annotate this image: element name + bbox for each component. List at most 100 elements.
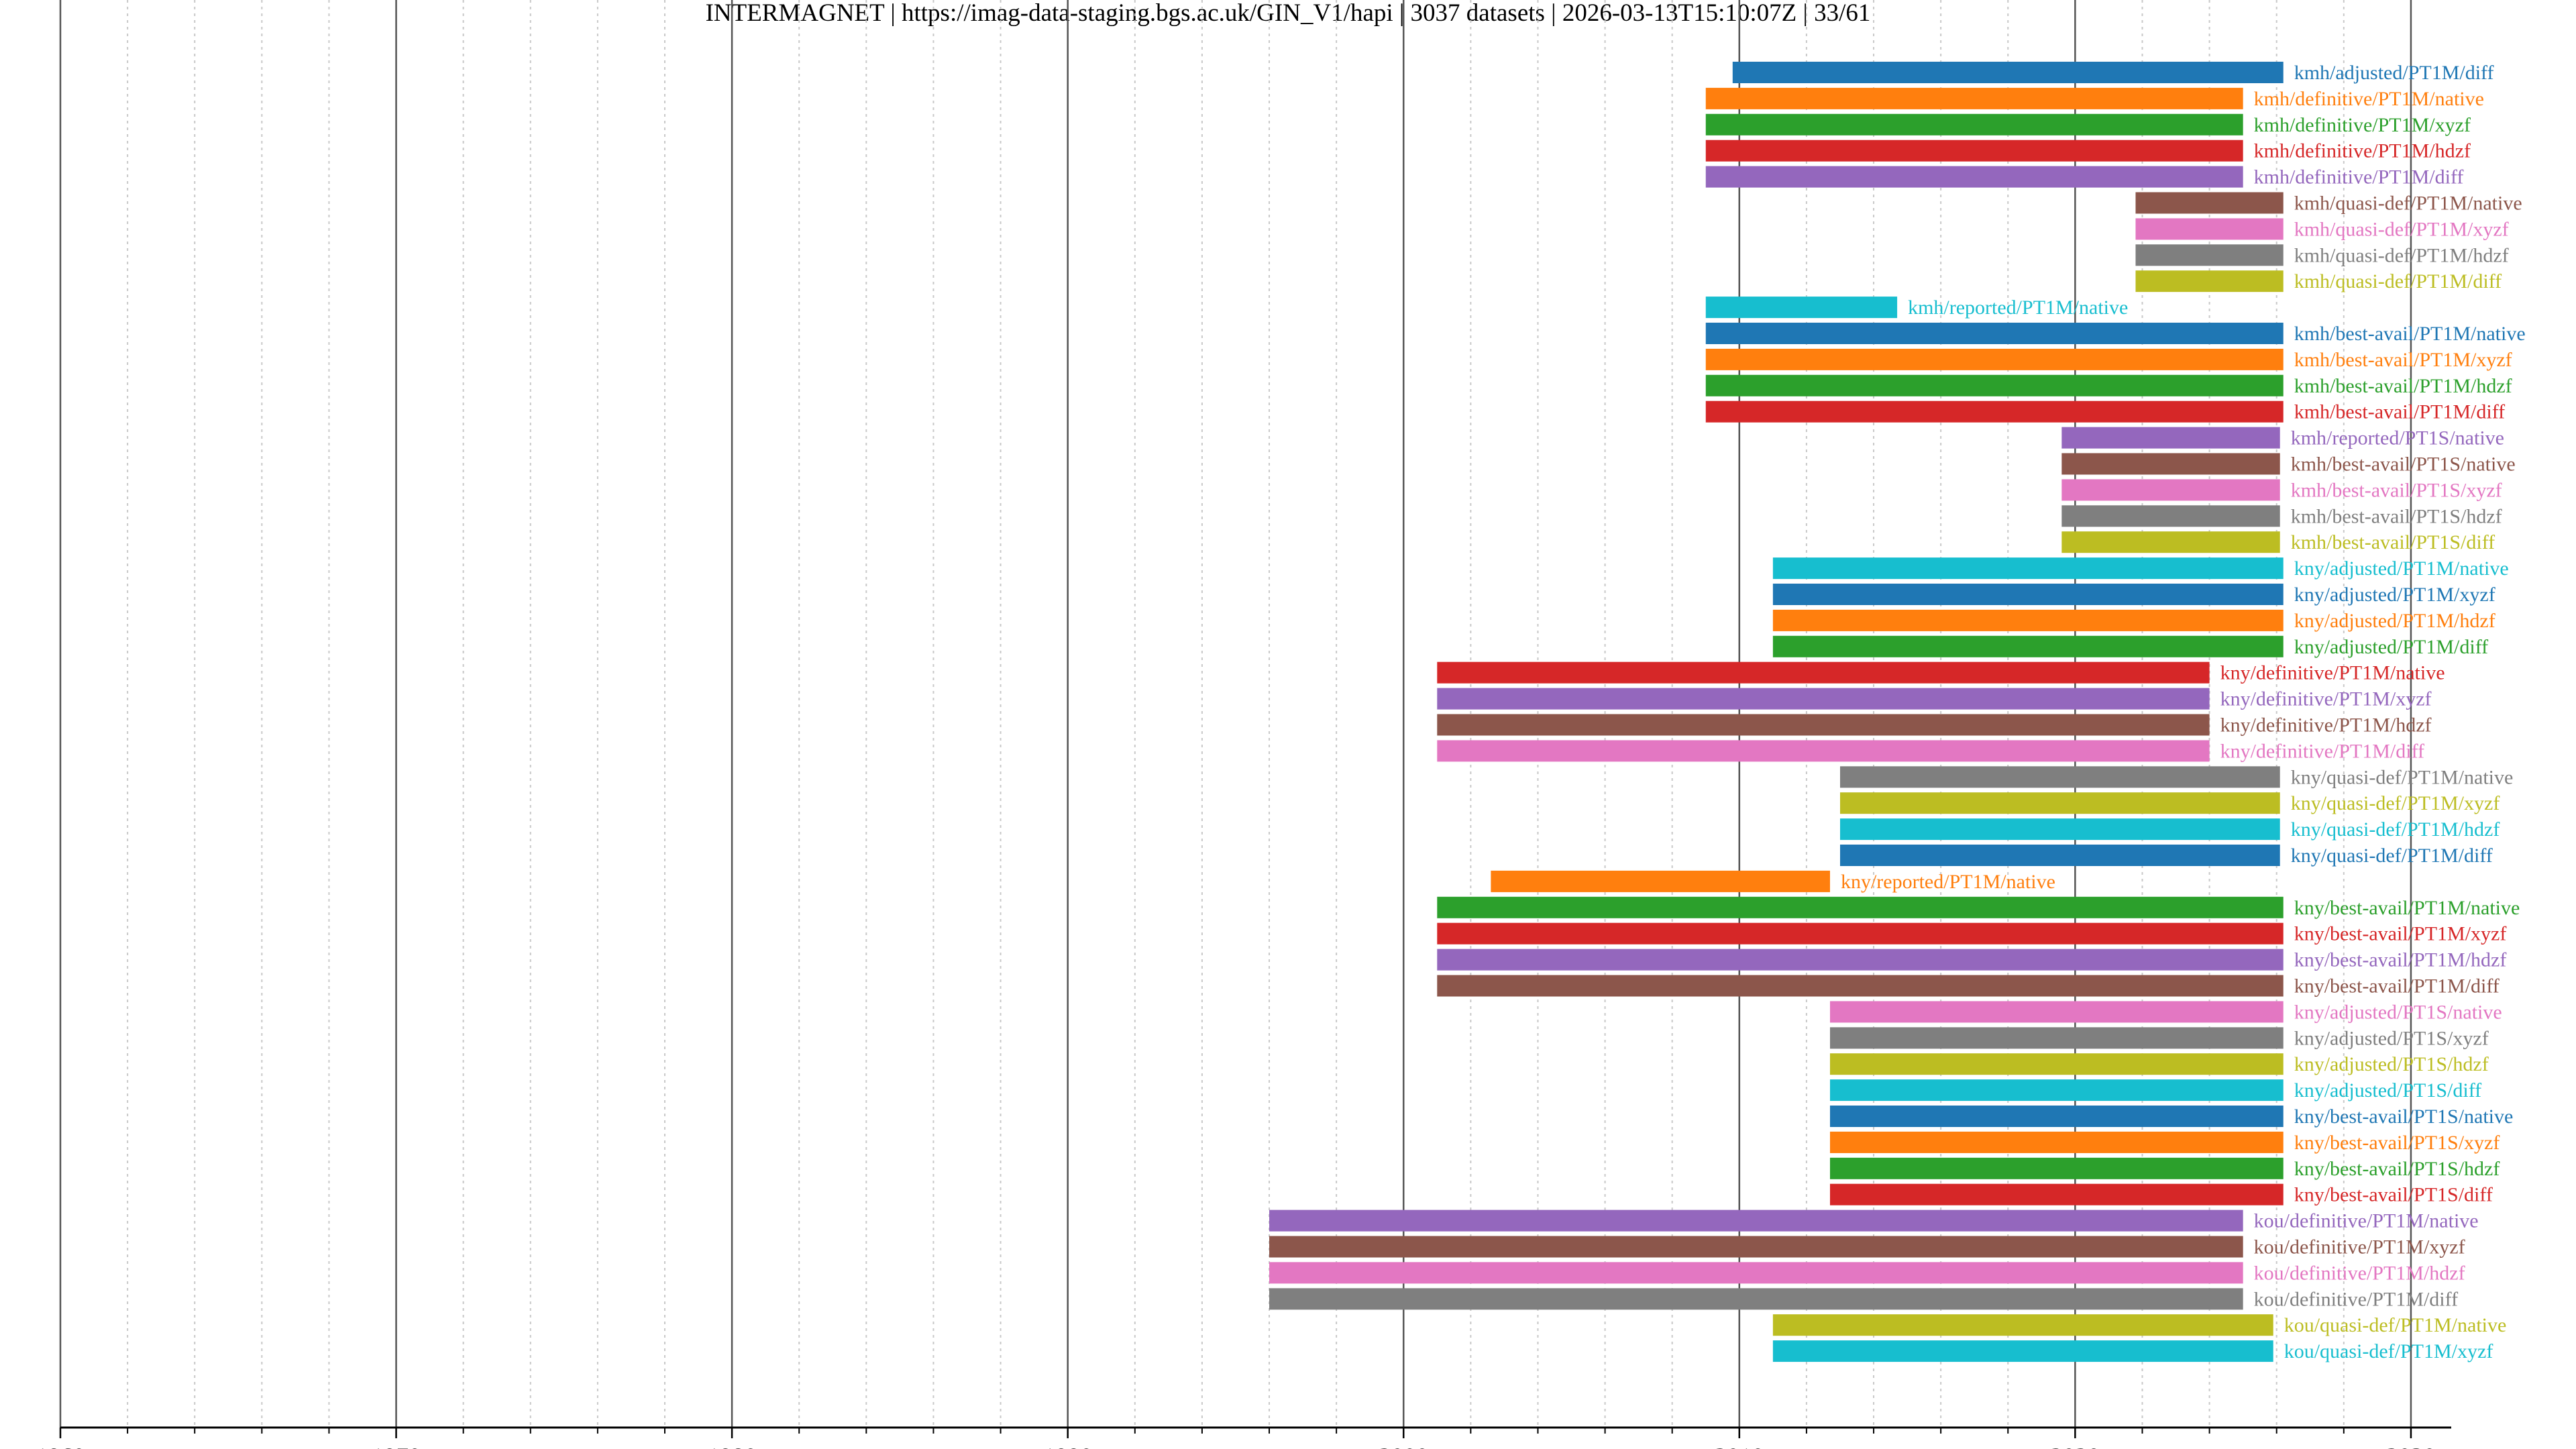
bar-label: kny/adjusted/PT1M/hdzf (2294, 610, 2496, 632)
bar-label: kny/definitive/PT1M/native (2220, 662, 2445, 684)
bar-label: kny/best-avail/PT1S/hdzf (2294, 1158, 2500, 1180)
x-tick-label: 2000 (1379, 1444, 1428, 1449)
bar-label: kny/definitive/PT1M/hdzf (2220, 714, 2432, 737)
bar (1829, 1053, 2284, 1075)
bar-label: kou/quasi-def/PT1M/xyzf (2284, 1340, 2493, 1362)
bar (2135, 270, 2284, 292)
bar-label: kny/adjusted/PT1M/native (2294, 557, 2509, 580)
bar (1772, 557, 2284, 580)
bar (1772, 1314, 2273, 1336)
x-tick-label: 1990 (1043, 1444, 1093, 1449)
bar (1732, 62, 2284, 83)
bar-label: kmh/best-avail/PT1M/hdzf (2294, 375, 2512, 397)
bar-label: kmh/reported/PT1M/native (1908, 297, 2128, 319)
bar (1437, 688, 2210, 710)
bar-label: kmh/best-avail/PT1S/native (2291, 453, 2516, 476)
bar (1839, 818, 2280, 841)
bar-label: kny/reported/PT1M/native (1841, 871, 2055, 893)
bar (1829, 1079, 2284, 1102)
bar-label: kou/definitive/PT1M/hdzf (2254, 1262, 2465, 1284)
bar-label: kou/quasi-def/PT1M/native (2284, 1314, 2507, 1336)
bar (1705, 400, 2284, 423)
x-tick-label: 1960 (36, 1444, 85, 1449)
bar (1772, 635, 2284, 657)
bar (1269, 1288, 2243, 1310)
bar-label: kmh/best-avail/PT1M/diff (2294, 401, 2505, 423)
bar-label: kny/adjusted/PT1S/xyzf (2294, 1027, 2489, 1049)
bar (1269, 1210, 2243, 1232)
bar-series (1269, 62, 2284, 1362)
bar-label: kmh/quasi-def/PT1M/hdzf (2294, 244, 2509, 266)
bar-label: kny/adjusted/PT1S/native (2294, 1001, 2502, 1023)
bar-label: kmh/quasi-def/PT1M/xyzf (2294, 218, 2509, 240)
bar (2061, 531, 2280, 553)
bar (1705, 166, 2243, 188)
bar (1705, 323, 2284, 344)
bar-label: kny/adjusted/PT1S/hdzf (2294, 1053, 2489, 1075)
bar (1829, 1106, 2284, 1127)
bar-label: kny/adjusted/PT1M/diff (2294, 636, 2488, 658)
bar-label: kou/definitive/PT1M/diff (2254, 1288, 2458, 1310)
bar-label: kou/definitive/PT1M/xyzf (2254, 1236, 2465, 1258)
bar (2061, 479, 2280, 501)
bar (1705, 113, 2243, 136)
bar-label: kmh/definitive/PT1M/diff (2254, 166, 2464, 189)
bar (1829, 1183, 2284, 1205)
bar (1437, 975, 2284, 997)
bar (1705, 297, 1898, 319)
bar-label: kmh/definitive/PT1M/xyzf (2254, 114, 2471, 136)
chart-title: INTERMAGNET | https://imag-data-staging.… (705, 0, 1871, 27)
bar (1437, 922, 2284, 945)
bar (2135, 244, 2284, 266)
bar (1829, 1157, 2284, 1179)
bar-label: kny/best-avail/PT1M/hdzf (2294, 949, 2507, 971)
bar-label: kmh/quasi-def/PT1M/diff (2294, 270, 2502, 292)
bar (1437, 714, 2210, 736)
bar (1829, 1001, 2284, 1023)
bar-label: kmh/best-avail/PT1S/hdzf (2291, 505, 2502, 527)
bar (1829, 1027, 2284, 1049)
bar (1839, 792, 2280, 814)
bar (1269, 1262, 2243, 1284)
bar-label: kmh/adjusted/PT1M/diff (2294, 62, 2494, 84)
bar-label: kmh/reported/PT1S/native (2291, 427, 2504, 449)
x-tick-label: 2030 (2386, 1444, 2436, 1449)
x-tick-label: 1980 (707, 1444, 757, 1449)
bar (1839, 766, 2280, 788)
bar (1269, 1236, 2243, 1258)
bar-label: kmh/best-avail/PT1S/xyzf (2291, 479, 2502, 501)
bar (1491, 870, 1830, 892)
bar (1772, 584, 2284, 605)
bar-labels: kmh/adjusted/PT1M/diff kmh/definitive/PT1… (1841, 62, 2526, 1362)
bar (1705, 374, 2284, 396)
bar-label: kny/adjusted/PT1S/diff (2294, 1079, 2481, 1102)
bar-label: kny/best-avail/PT1S/diff (2294, 1184, 2493, 1206)
bar-label: kny/quasi-def/PT1M/hdzf (2291, 818, 2500, 841)
bar (1437, 896, 2284, 918)
bar-label: kny/quasi-def/PT1M/xyzf (2291, 792, 2500, 814)
bar (1705, 87, 2243, 109)
bar-label: kmh/best-avail/PT1S/diff (2291, 531, 2495, 553)
bar-label: kny/definitive/PT1M/xyzf (2220, 688, 2432, 710)
bar-label: kny/best-avail/PT1S/native (2294, 1106, 2514, 1128)
bar-label: kmh/best-avail/PT1M/xyzf (2294, 349, 2512, 371)
bar (1772, 1340, 2273, 1362)
bar-label: kmh/definitive/PT1M/native (2254, 88, 2484, 110)
x-tick-label: 2020 (2050, 1444, 2100, 1449)
bar-label: kny/best-avail/PT1M/xyzf (2294, 923, 2507, 945)
x-tick-label: 2010 (1715, 1444, 1764, 1449)
bar (1437, 740, 2210, 762)
bar-label: kmh/quasi-def/PT1M/native (2294, 193, 2522, 215)
major-gridlines (59, 0, 2412, 1428)
bar (1705, 140, 2243, 162)
bar (2061, 427, 2280, 449)
bar-label: kny/definitive/PT1M/diff (2220, 740, 2424, 762)
x-tick-label: 1970 (372, 1444, 421, 1449)
bar (2135, 192, 2284, 214)
bar (2135, 218, 2284, 240)
bar-label: kny/best-avail/PT1M/diff (2294, 975, 2500, 998)
bar (1772, 609, 2284, 631)
bar (1839, 845, 2280, 866)
